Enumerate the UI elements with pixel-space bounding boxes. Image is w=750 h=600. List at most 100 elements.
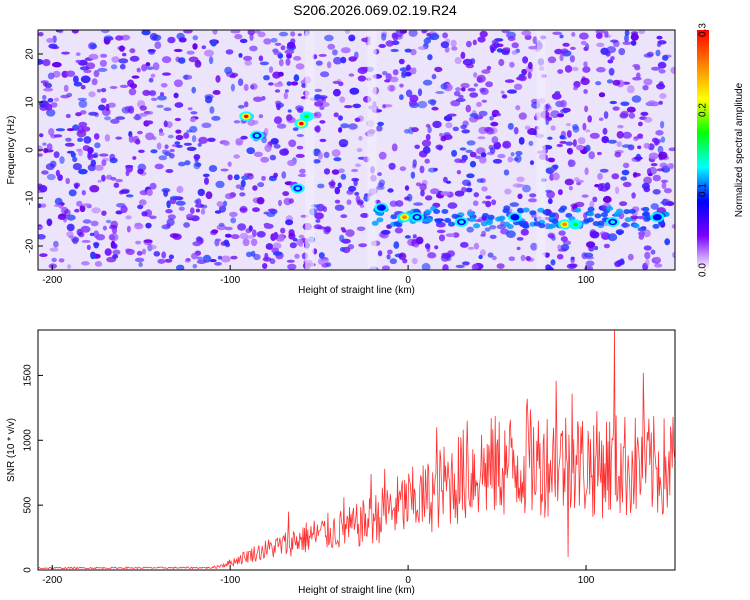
spectrogram-blob [315, 60, 323, 66]
spectrogram-blob [68, 189, 77, 197]
colorbar-title: Normalized spectral amplitude [734, 82, 745, 217]
spectrogram-blob [659, 93, 667, 99]
spectrogram-blob [234, 33, 243, 40]
spectrogram-blob [273, 172, 278, 178]
spectrogram-blob [250, 238, 258, 247]
spectrogram-blob [115, 116, 126, 120]
spectrogram-blob [585, 260, 595, 267]
spectrogram-blob [425, 195, 433, 201]
spectrogram-blob [168, 254, 174, 260]
spectrogram-blob [409, 94, 419, 103]
spectrogram-blob [348, 34, 356, 42]
spectrogram-band-blob [613, 211, 621, 217]
spectrogram-blob [633, 136, 644, 140]
spectrogram-blob [651, 66, 661, 71]
spectrogram-blob [412, 234, 417, 239]
spectrogram-blob [611, 173, 620, 180]
spectrogram-blob [45, 163, 55, 171]
spectrogram-blob [564, 65, 573, 73]
spectrogram-blob [288, 229, 295, 237]
spectrogram-blob [67, 264, 72, 269]
spectrogram-blob [258, 55, 264, 62]
spectrogram-blob [573, 86, 578, 91]
spectrogram-blob [485, 200, 492, 208]
spectrogram-blob [264, 252, 269, 261]
spectrogram-blob [347, 244, 355, 250]
spectrogram-blob [224, 233, 232, 238]
spectrogram-blob [520, 228, 529, 236]
spectrogram-blob [465, 187, 473, 193]
spectrogram-blob [100, 53, 108, 58]
spectrogram-blob [630, 40, 637, 46]
spectrogram-blob [246, 235, 254, 239]
spectrogram-blob [91, 207, 101, 214]
spectrogram-blob [65, 70, 76, 77]
spectrogram-blob [532, 36, 538, 45]
spectrogram-band-blob [441, 209, 449, 214]
spectrogram-blob [647, 172, 653, 177]
spectrogram-blob [174, 141, 181, 145]
hotspot-core [254, 133, 260, 138]
spectrogram-blob [421, 139, 432, 147]
spectrogram-blob [81, 261, 90, 266]
hotspot-core [402, 215, 407, 219]
spectrogram-blob [107, 102, 116, 108]
spectrogram-blob [440, 191, 451, 196]
spectrogram-blob [404, 196, 410, 201]
spectrogram-blob [479, 249, 486, 256]
spectrogram-blob [378, 44, 387, 48]
spectrogram-blob [75, 112, 82, 117]
spectrogram-blob [80, 110, 87, 115]
spectrogram-blob [151, 97, 158, 102]
spectrogram-blob [178, 206, 185, 211]
spectrogram-blob [186, 129, 193, 133]
spectrogram-blob [469, 113, 479, 118]
spectrogram-blob [393, 241, 400, 249]
spectrogram-blob [469, 92, 479, 98]
spectrogram-blob [178, 37, 187, 43]
spectrogram-blob [405, 89, 413, 98]
spectrogram-blob [225, 49, 234, 55]
spectrogram-blob [239, 232, 248, 240]
spectrogram-blob [596, 66, 606, 73]
spectrogram-blob [145, 222, 152, 229]
spectrogram-blob [496, 263, 505, 269]
spectrogram-blob [39, 133, 44, 138]
spectrogram-blob [65, 113, 71, 119]
spectrogram-blob [78, 231, 85, 238]
spectrogram-blob [192, 241, 202, 247]
spectrogram-blob [479, 156, 487, 164]
spectrogram-blob [425, 36, 434, 40]
spectrogram-band-blob [542, 209, 550, 215]
spectrogram-blob [297, 33, 302, 37]
spectrogram-blob [644, 251, 651, 260]
spectrogram-blob [351, 177, 360, 182]
spectrogram-blob [129, 48, 136, 54]
spectrogram-blob [418, 46, 427, 50]
spectrogram-blob [154, 41, 162, 49]
spectrogram-blob [122, 52, 127, 57]
spectrogram-band-blob [433, 209, 441, 214]
spectrogram-blob [462, 261, 470, 266]
spectrogram-blob [529, 193, 537, 198]
spectrogram-band-blob [642, 206, 650, 212]
spectrogram-blob [153, 251, 161, 257]
spectrogram-blob [176, 264, 185, 270]
spectrogram-blob [66, 92, 73, 98]
spectrogram-blob [491, 136, 499, 144]
spectrogram-blob [399, 83, 404, 88]
spectrogram-blob [518, 74, 527, 82]
spectrogram-blob [337, 182, 342, 189]
spectrogram-blob [345, 229, 355, 237]
spectrogram-blob [80, 225, 91, 233]
spectrogram-blob [558, 230, 566, 236]
spectrogram-blob [150, 73, 156, 78]
spectrogram-blob [128, 135, 134, 143]
spectrogram-blob [294, 253, 300, 259]
spectrogram-blob [419, 183, 427, 191]
spectrogram-blob [444, 46, 450, 53]
spectrogram-blob [628, 112, 636, 119]
spectrogram-band-blob [516, 207, 524, 213]
spectrogram-blob [467, 87, 476, 92]
spectrogram-blob [197, 256, 203, 261]
